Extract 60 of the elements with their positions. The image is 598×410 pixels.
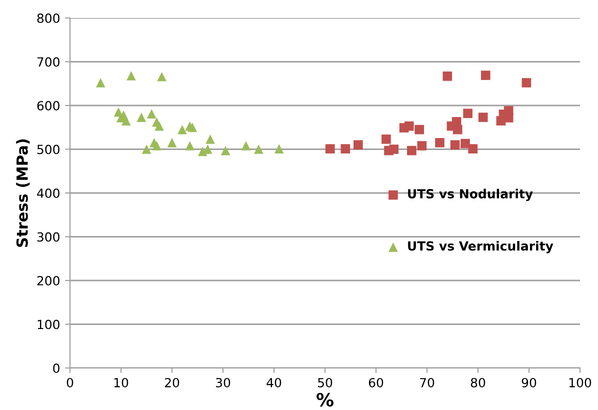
x-tick-label: 30 bbox=[216, 378, 230, 388]
y-tick-label: 700 bbox=[37, 57, 60, 67]
point bbox=[452, 124, 462, 134]
point bbox=[178, 124, 187, 134]
y-tick-label: 300 bbox=[37, 232, 60, 242]
x-tick-label: 60 bbox=[368, 378, 384, 388]
point bbox=[146, 109, 156, 118]
point bbox=[325, 144, 335, 154]
point bbox=[417, 141, 427, 150]
point bbox=[340, 144, 350, 154]
point bbox=[389, 144, 399, 154]
x-tick-label: 20 bbox=[164, 378, 180, 388]
x-tick-label: 90 bbox=[522, 378, 536, 388]
point bbox=[136, 112, 146, 122]
x-tick-label: 10 bbox=[114, 378, 128, 388]
x-axis-title: % bbox=[316, 392, 334, 407]
y-tick-label: 800 bbox=[37, 13, 60, 23]
point bbox=[404, 121, 414, 131]
legend-label: UTS vs Nodularity bbox=[408, 188, 533, 201]
point bbox=[96, 78, 106, 88]
point bbox=[480, 70, 490, 80]
point bbox=[254, 144, 264, 154]
point bbox=[206, 134, 215, 144]
point bbox=[185, 141, 195, 150]
point bbox=[522, 78, 532, 88]
point bbox=[463, 108, 472, 118]
y-tick-label: 200 bbox=[37, 276, 60, 286]
y-tick-label: 400 bbox=[37, 188, 60, 198]
point bbox=[478, 112, 488, 122]
point bbox=[450, 140, 460, 150]
y-tick-label: 500 bbox=[37, 144, 60, 154]
point bbox=[442, 72, 452, 81]
point bbox=[142, 144, 152, 154]
x-tick-label: 70 bbox=[420, 378, 434, 388]
point bbox=[188, 122, 198, 132]
y-tick-label: 100 bbox=[38, 320, 60, 330]
x-tick-label: 80 bbox=[470, 378, 486, 388]
x-tick-label: 100 bbox=[569, 378, 592, 388]
point bbox=[126, 71, 136, 80]
x-tick-label: 50 bbox=[318, 378, 332, 388]
point bbox=[274, 144, 284, 154]
point bbox=[241, 141, 251, 150]
y-tick-label: 0 bbox=[53, 363, 60, 373]
point bbox=[407, 146, 416, 156]
point bbox=[220, 146, 230, 156]
point bbox=[167, 138, 177, 148]
point bbox=[157, 72, 166, 82]
point bbox=[353, 140, 363, 150]
point bbox=[382, 134, 391, 144]
x-tick-label: 40 bbox=[266, 378, 282, 388]
point bbox=[435, 138, 444, 148]
legend-label: UTS vs Vermicularity bbox=[408, 241, 554, 254]
point bbox=[414, 124, 424, 134]
x-tick-label: 0 bbox=[66, 378, 74, 388]
point bbox=[152, 141, 162, 150]
y-axis-title: Stress (MPa) bbox=[16, 139, 30, 247]
y-tick-label: 600 bbox=[37, 100, 60, 110]
point bbox=[121, 116, 131, 126]
point bbox=[154, 121, 164, 131]
point bbox=[468, 144, 478, 154]
